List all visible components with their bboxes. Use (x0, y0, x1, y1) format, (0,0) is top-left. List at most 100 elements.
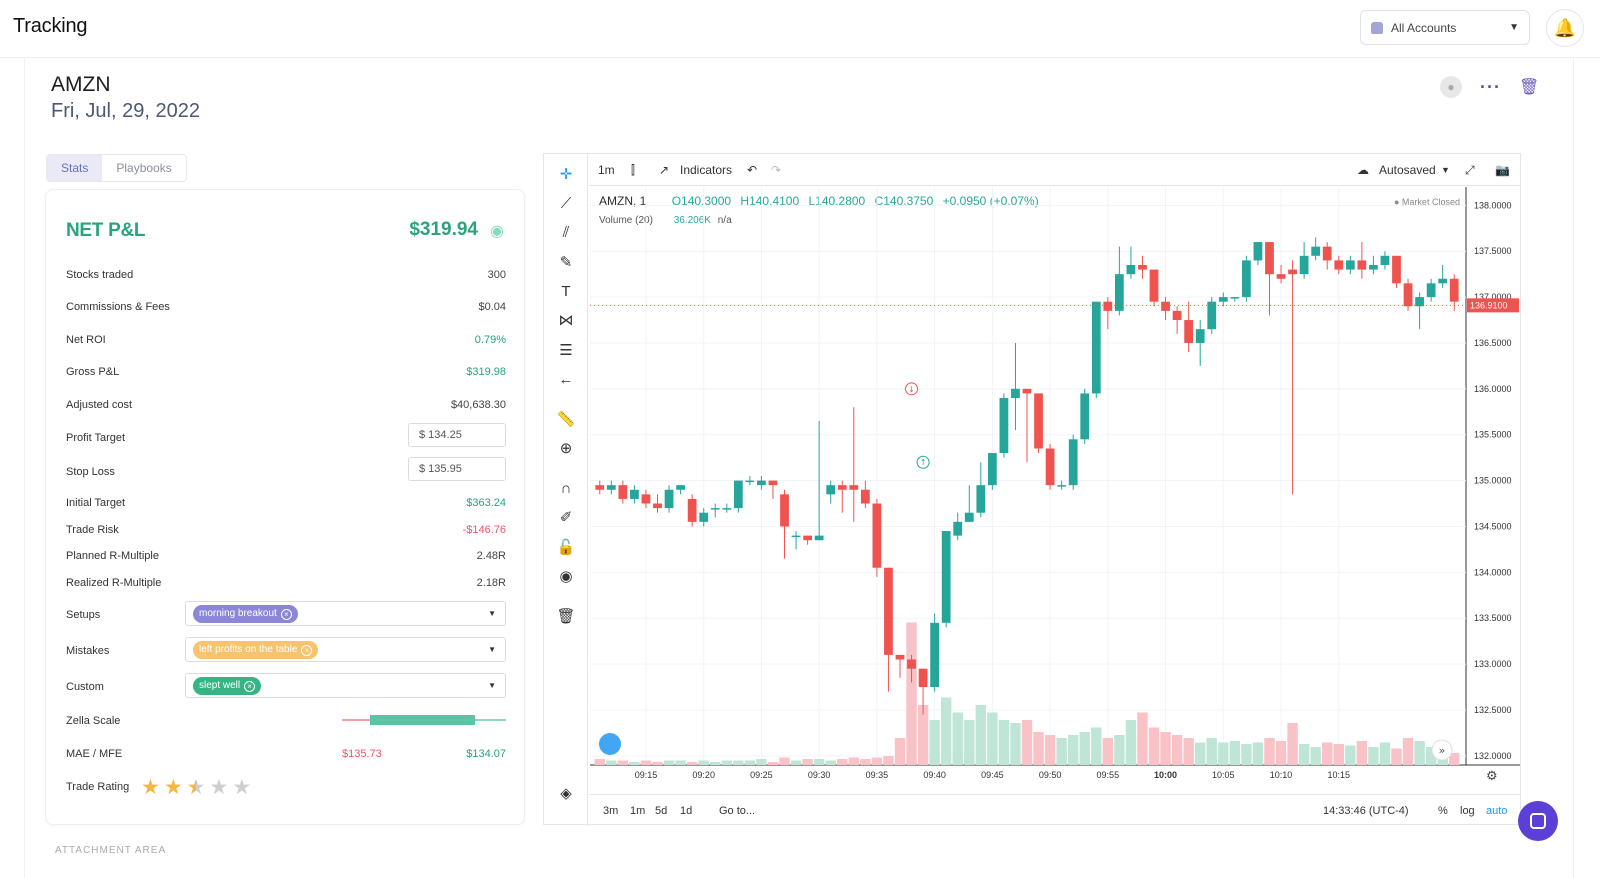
candle-body (1311, 246, 1321, 256)
stat-row: Net ROI 0.79% (66, 334, 506, 346)
star-half-icon[interactable]: ★ (186, 776, 206, 799)
candle-body (1241, 260, 1251, 298)
candle-body (687, 498, 697, 522)
profit-target-input[interactable]: $ 134.25 (408, 423, 506, 447)
last-price-label: 136.9100 (1470, 300, 1508, 310)
trade-rating-stars[interactable]: ★ ★ ★ ★ ★ (141, 775, 251, 800)
custom-select[interactable]: slept well × ▼ (185, 673, 506, 698)
y-tick-label: 132.5000 (1474, 705, 1512, 715)
account-selector[interactable]: All Accounts ▼ (1360, 10, 1530, 45)
zoom-icon[interactable]: ⊕ (559, 440, 573, 457)
settings-icon[interactable]: ⚙ (1486, 769, 1498, 784)
candle-body (1068, 439, 1078, 486)
x-tick-label: 09:35 (866, 770, 889, 780)
range-1d-button[interactable]: 1d (680, 805, 693, 817)
y-tick-label: 134.5000 (1474, 521, 1512, 531)
candle-body (653, 503, 662, 509)
auto-toggle[interactable]: auto (1486, 805, 1508, 817)
goto-button[interactable]: Go to... (719, 805, 756, 817)
percent-toggle[interactable]: % (1438, 805, 1448, 817)
range-3m-button[interactable]: 3m (603, 805, 619, 817)
volume-bar (952, 712, 963, 765)
volume-bar (1345, 745, 1356, 765)
x-tick-label: 10:05 (1212, 770, 1235, 780)
more-icon[interactable]: ··· (1480, 76, 1501, 97)
candlestick-plot[interactable]: 138.0000 137.5000 137.0000 136.5000 136.0000… (590, 187, 1520, 793)
candle-body (641, 494, 651, 504)
stat-value: 2.18R (476, 577, 506, 589)
volume-bar (1137, 712, 1148, 765)
chat-button[interactable] (1518, 801, 1558, 841)
star-icon[interactable]: ★ (163, 776, 183, 799)
candle-body (1080, 393, 1090, 440)
mistakes-select[interactable]: left profits on the table × ▼ (185, 637, 506, 662)
legend-symbol[interactable]: AMZN, 1 (599, 194, 647, 208)
stop-loss-input[interactable]: $ 135.95 (408, 457, 506, 481)
stat-label: Gross P&L (66, 366, 120, 378)
clock-readout[interactable]: 14:33:46 (UTC-4) (1323, 805, 1409, 817)
fib-icon[interactable]: ⫽ (562, 223, 570, 241)
star-icon[interactable]: ★ (141, 776, 160, 799)
autosaved-button[interactable]: Autosaved (1379, 163, 1436, 177)
close-icon[interactable]: × (301, 644, 313, 656)
ruler-icon[interactable]: 📏 (556, 411, 576, 428)
candle-body (1415, 297, 1424, 307)
log-toggle[interactable]: log (1460, 805, 1475, 817)
trash-icon[interactable]: 🗑 (1518, 79, 1540, 96)
volume-bar (1356, 741, 1368, 765)
stat-label: Custom (66, 681, 104, 693)
redo-icon[interactable]: ↷ (771, 163, 782, 177)
indicators-icon[interactable]: ↗ (659, 163, 670, 177)
prediction-icon[interactable]: ☰ (559, 342, 573, 359)
chevron-down-icon[interactable]: ▼ (1441, 165, 1450, 175)
arrow-left-icon[interactable]: ← (558, 370, 574, 388)
tab-playbooks[interactable]: Playbooks (116, 161, 172, 175)
candle-type-icon[interactable]: ⫿ (631, 163, 635, 177)
close-icon[interactable]: × (244, 680, 256, 692)
candle-body (606, 485, 616, 490)
chart-logo-icon (599, 733, 621, 755)
net-pnl-value: $319.94 (409, 219, 478, 240)
tab-stats[interactable]: Stats (47, 155, 103, 181)
candle-body (1034, 393, 1043, 449)
volume-bar (733, 760, 744, 765)
star-icon[interactable]: ★ (209, 776, 229, 799)
eye-icon[interactable]: ◉ (490, 223, 504, 240)
layers-icon[interactable]: ◈ (560, 785, 572, 802)
range-1m-button[interactable]: 1m (630, 805, 646, 817)
y-tick-label: 133.5000 (1474, 613, 1512, 623)
eye-icon[interactable]: ◉ (559, 568, 573, 585)
volume-label[interactable]: Volume (20) (599, 215, 653, 226)
trendline-icon[interactable]: ⟋ (560, 194, 572, 212)
undo-icon[interactable]: ↶ (747, 163, 758, 177)
volume-bar (1091, 727, 1102, 765)
close-icon[interactable]: × (280, 608, 292, 620)
pattern-icon[interactable]: ⋈ (558, 312, 574, 329)
candle-body (1230, 297, 1240, 299)
unlock-icon[interactable]: 🔓 (556, 539, 576, 556)
interval-button[interactable]: 1m (598, 163, 615, 177)
setups-select[interactable]: morning breakout × ▼ (185, 601, 506, 626)
magnet-icon[interactable]: ∩ (560, 479, 572, 497)
indicators-button[interactable]: Indicators (680, 163, 733, 177)
stat-row: Profit Target $ 134.25 (66, 423, 506, 447)
camera-icon[interactable]: 📷 (1495, 163, 1510, 177)
text-icon[interactable]: T (561, 282, 571, 300)
avatar[interactable]: ● (1440, 76, 1462, 98)
y-tick-label: 135.0000 (1474, 476, 1512, 486)
lock-drawing-icon[interactable]: ✐ (559, 509, 573, 526)
chart-top-toolbar: 1m ⫿ ↗ Indicators ↶ ↷ ☁ Autosaved ▼ ⤢ 📷 (589, 154, 1521, 186)
volume-bar (1102, 738, 1114, 765)
crosshair-icon[interactable]: ✛ (559, 166, 573, 183)
bell-icon[interactable]: 🔔 (1546, 9, 1584, 47)
star-icon[interactable]: ★ (232, 776, 252, 799)
volume-bar (1322, 742, 1333, 765)
brush-icon[interactable]: ✎ (559, 254, 573, 271)
fullscreen-icon[interactable]: ⤢ (1465, 163, 1475, 177)
trash-icon[interactable]: 🗑 (556, 608, 576, 625)
range-5d-button[interactable]: 5d (655, 805, 668, 817)
scroll-right-button[interactable] (1431, 739, 1453, 761)
volume-bar (1195, 742, 1206, 765)
stat-label: Setups (66, 609, 101, 621)
x-tick-label: 10:15 (1327, 770, 1350, 780)
